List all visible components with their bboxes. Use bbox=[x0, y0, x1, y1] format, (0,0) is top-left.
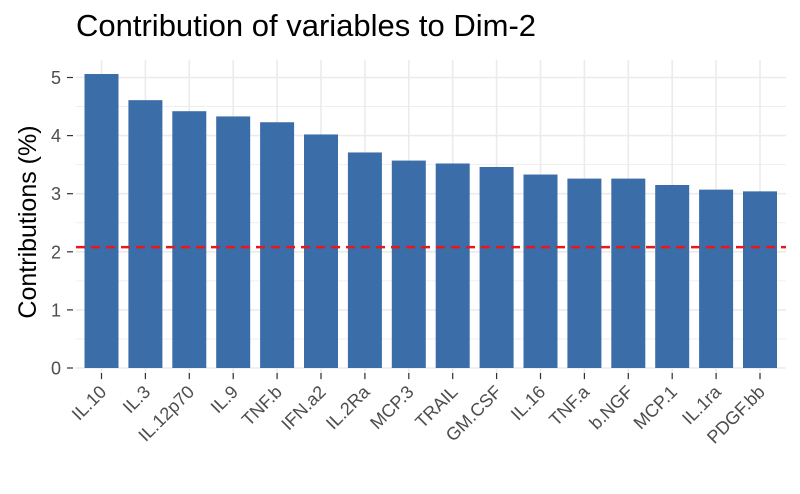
y-tick-label: 3 bbox=[51, 184, 61, 204]
bar-MCP.3 bbox=[391, 160, 426, 368]
bar-TNF.b bbox=[260, 122, 295, 368]
y-tick-label: 1 bbox=[51, 300, 61, 320]
bar-IL.16 bbox=[523, 174, 558, 368]
bar-GM.CSF bbox=[479, 166, 514, 368]
y-tick-label: 4 bbox=[51, 126, 61, 146]
x-tick-label: IL.3 bbox=[119, 382, 154, 417]
x-tick-label: IFN.a2 bbox=[277, 382, 329, 434]
y-axis-title: Contributions (%) bbox=[14, 125, 42, 318]
bar-IL.3 bbox=[128, 100, 163, 368]
bar-IL.1ra bbox=[699, 189, 734, 368]
bar-PDGF.bb bbox=[743, 191, 777, 368]
y-tick-label: 2 bbox=[51, 242, 61, 262]
x-tick-label: IL.16 bbox=[507, 382, 549, 424]
x-tick-label: IL.9 bbox=[207, 382, 242, 417]
bar-MCP.1 bbox=[655, 184, 690, 368]
y-tick-label: 0 bbox=[51, 359, 61, 379]
x-tick-label: TNF.a bbox=[545, 381, 594, 430]
bar-b.NGF bbox=[611, 178, 646, 368]
x-tick-label: MCP.1 bbox=[630, 382, 681, 433]
bar-IL.9 bbox=[216, 116, 251, 368]
bar-IL.2Ra bbox=[347, 152, 382, 368]
x-tick-label: IL.10 bbox=[68, 382, 110, 424]
bar-IFN.a2 bbox=[304, 134, 338, 368]
x-tick-label: MCP.3 bbox=[366, 382, 417, 433]
bar-TRAIL bbox=[435, 163, 470, 368]
x-tick-label: TNF.b bbox=[238, 382, 286, 430]
bar-TNF.a bbox=[567, 178, 602, 368]
x-tick-label: IL.2Ra bbox=[322, 381, 374, 433]
bar-IL.10 bbox=[84, 74, 119, 368]
bars bbox=[84, 74, 777, 368]
x-tick-label: b.NGF bbox=[585, 382, 637, 434]
chart-title: Contribution of variables to Dim-2 bbox=[76, 8, 537, 43]
y-tick-label: 5 bbox=[51, 68, 61, 88]
bar-IL.12p70 bbox=[172, 111, 207, 368]
